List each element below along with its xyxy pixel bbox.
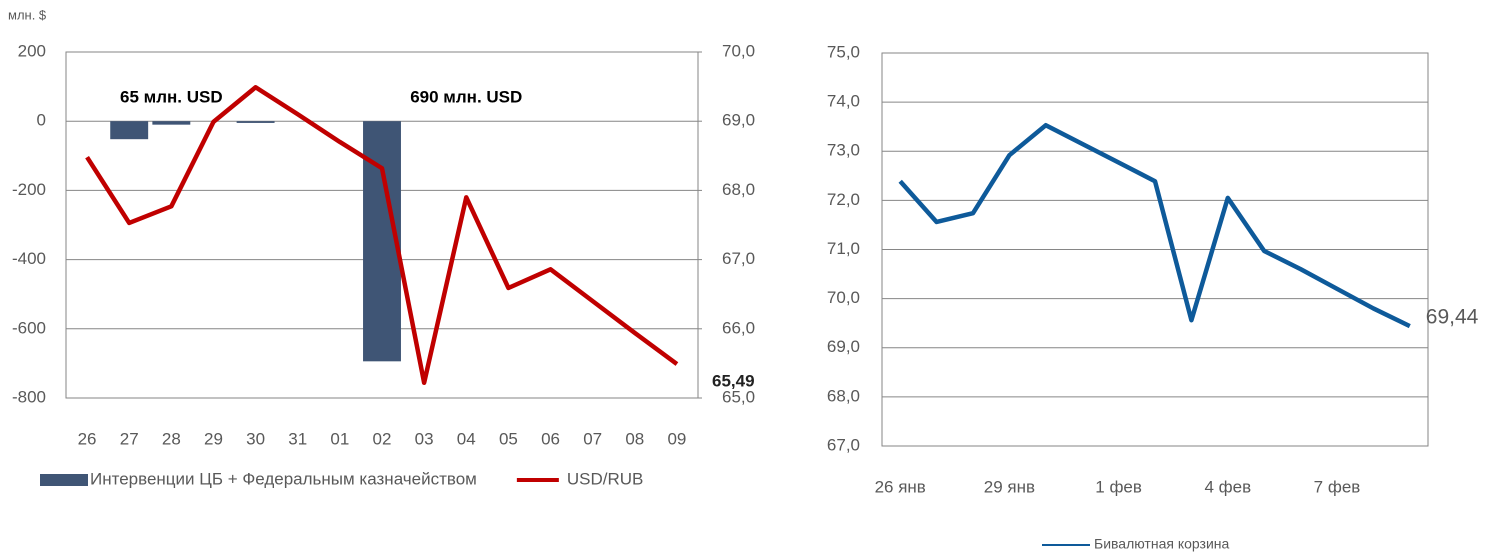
y-tick-label: 69,0 [827,337,860,356]
y-tick-label: 70,0 [827,288,860,307]
x-tick-label: 01 [330,429,349,448]
y-tick-label: 68,0 [827,386,860,405]
y2-tick-label: 65,0 [722,387,755,406]
x-tick-label: 31 [288,429,307,448]
x-tick-label: 08 [625,429,644,448]
bar [110,121,149,140]
bar [236,121,275,123]
x-tick-label: 02 [373,429,392,448]
x-tick-label: 28 [162,429,181,448]
x-tick-label: 4 фев [1204,477,1251,496]
x-tick-label: 09 [667,429,686,448]
x-tick-label: 7 фев [1314,477,1361,496]
line [898,122,1411,329]
x-tick-label: 29 [204,429,223,448]
x-tick-label: 06 [541,429,560,448]
y-tick-label: -400 [12,249,46,268]
y-tick-label: 200 [18,41,46,60]
x-tick-label: 1 фев [1095,477,1142,496]
y2-tick-label: 70,0 [722,41,755,60]
x-tick-label: 27 [120,429,139,448]
annotation: 65 млн. USD [120,87,223,106]
x-tick-label: 26 янв [875,477,926,496]
legend-label: USD/RUB [567,469,644,488]
annotation: 690 млн. USD [410,87,522,106]
y-tick-label: -800 [12,387,46,406]
y-tick-label: 0 [37,111,46,130]
y-tick-label: 73,0 [827,141,860,160]
x-tick-label: 04 [457,429,476,448]
legend-label: Бивалютная корзина [1094,536,1230,552]
value-label: 65,49 [712,372,755,391]
y-tick-label: -600 [12,318,46,337]
legend-label: Интервенции ЦБ + Федеральным казначейств… [90,469,477,488]
x-tick-label: 07 [583,429,602,448]
y-tick-label: 67,0 [827,435,860,454]
value-label: 69,44 [1426,306,1479,329]
x-tick-label: 05 [499,429,518,448]
y2-tick-label: 69,0 [722,111,755,130]
y-tick-label: 72,0 [827,190,860,209]
y2-tick-label: 68,0 [722,180,755,199]
legend-swatch [40,474,88,486]
y-tick-label: -200 [12,180,46,199]
y-tick-label: 75,0 [827,42,860,61]
x-tick-label: 03 [415,429,434,448]
x-tick-label: 26 [78,429,97,448]
x-tick-label: 30 [246,429,265,448]
y-axis-label: млн. $ [8,7,47,22]
x-tick-label: 29 янв [984,477,1035,496]
bar [152,121,191,125]
y-tick-label: 71,0 [827,239,860,258]
line [85,85,679,386]
y2-tick-label: 67,0 [722,249,755,268]
y2-tick-label: 66,0 [722,318,755,337]
y-tick-label: 74,0 [827,92,860,111]
